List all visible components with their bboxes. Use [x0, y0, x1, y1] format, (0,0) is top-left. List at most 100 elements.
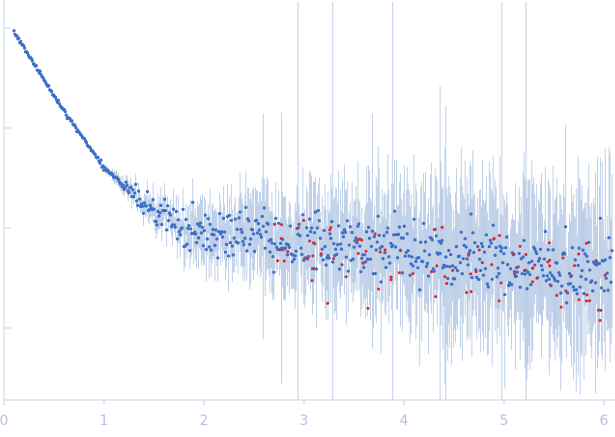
data-point: [453, 266, 458, 270]
data-point: [605, 271, 609, 275]
data-point: [501, 261, 505, 265]
data-point: [142, 201, 147, 205]
outlier-point: [548, 258, 552, 262]
data-point: [520, 272, 524, 276]
data-point: [341, 235, 346, 239]
data-point: [568, 282, 573, 286]
data-point: [332, 242, 336, 246]
data-point: [116, 177, 120, 182]
data-point: [578, 285, 582, 289]
data-point: [177, 230, 181, 234]
data-point: [12, 29, 16, 33]
data-point: [237, 216, 241, 220]
data-point: [70, 119, 74, 123]
data-point: [214, 228, 218, 232]
data-point: [564, 301, 569, 305]
data-point: [195, 222, 200, 226]
data-point: [254, 218, 259, 222]
data-point: [609, 280, 613, 284]
data-point: [337, 224, 341, 228]
data-point: [543, 229, 547, 234]
data-point: [313, 210, 318, 214]
data-point: [223, 230, 227, 234]
data-point: [414, 259, 418, 264]
data-point: [548, 271, 552, 275]
outlier-point: [434, 295, 438, 299]
data-point: [84, 140, 89, 145]
data-point: [73, 123, 77, 127]
data-point: [541, 274, 546, 278]
data-point: [507, 283, 511, 288]
outlier-point: [356, 238, 360, 242]
data-point: [249, 237, 253, 241]
data-point: [393, 209, 397, 213]
data-point: [587, 240, 591, 244]
data-point: [96, 155, 100, 160]
outlier-point: [531, 280, 535, 284]
data-point: [129, 185, 133, 189]
data-point: [396, 232, 401, 236]
outlier-point: [280, 223, 284, 227]
outlier-point: [366, 306, 370, 310]
data-point: [348, 225, 352, 229]
outlier-point: [492, 237, 496, 241]
data-point: [502, 252, 506, 256]
data-point: [579, 275, 583, 279]
data-point: [166, 219, 171, 223]
outlier-point: [477, 248, 481, 252]
data-point: [552, 276, 556, 280]
data-point: [326, 254, 330, 258]
outlier-point: [559, 305, 563, 309]
outlier-point: [340, 263, 344, 267]
data-point: [374, 248, 378, 252]
data-point: [22, 44, 26, 48]
data-point: [364, 260, 368, 264]
data-point: [470, 276, 474, 280]
data-point: [256, 222, 261, 226]
data-point: [493, 253, 497, 257]
data-point: [229, 218, 233, 223]
data-point: [512, 270, 517, 274]
data-point: [134, 182, 138, 187]
outlier-point: [594, 259, 598, 263]
data-point: [363, 253, 367, 257]
data-point: [242, 243, 246, 247]
data-points: [12, 29, 614, 323]
data-point: [459, 230, 463, 234]
data-point: [131, 188, 135, 192]
data-point: [366, 225, 371, 230]
data-point: [575, 292, 579, 296]
data-point: [137, 197, 142, 201]
data-point: [397, 225, 402, 229]
data-point: [166, 204, 170, 208]
data-point: [93, 152, 97, 156]
data-point: [582, 291, 586, 296]
data-point: [536, 259, 541, 263]
outlier-point: [276, 259, 280, 263]
data-point: [262, 206, 266, 210]
outlier-point: [522, 268, 526, 272]
data-point: [269, 238, 273, 242]
outlier-point: [480, 261, 484, 265]
data-point: [425, 261, 430, 265]
data-point: [373, 272, 377, 276]
data-point: [527, 261, 531, 265]
data-point: [603, 258, 607, 262]
data-point: [586, 259, 590, 264]
data-point: [584, 277, 588, 281]
data-point: [329, 236, 333, 240]
outlier-point: [598, 319, 602, 323]
data-point: [610, 249, 614, 253]
data-point: [483, 267, 488, 271]
data-point: [239, 227, 243, 232]
data-point: [287, 245, 291, 249]
data-point: [539, 263, 544, 268]
data-point: [217, 230, 221, 234]
data-point: [400, 271, 404, 275]
data-point: [308, 217, 312, 221]
outlier-point: [588, 299, 592, 303]
outlier-point: [435, 264, 439, 268]
data-point: [168, 213, 173, 217]
data-point: [255, 231, 260, 235]
outlier-point: [531, 266, 535, 270]
